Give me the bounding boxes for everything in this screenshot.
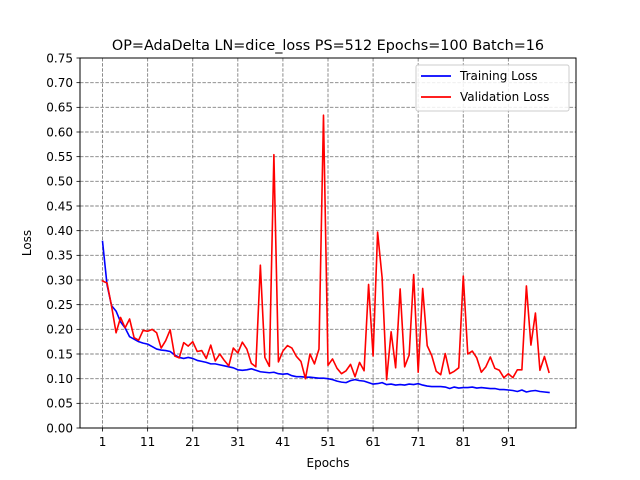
series-line-validation-loss xyxy=(101,114,550,381)
y-tick-label: 0.35 xyxy=(46,249,73,263)
legend-label-validation-loss: Validation Loss xyxy=(460,90,549,104)
y-tick-label: 0.10 xyxy=(46,372,73,386)
y-tick-label: 0.70 xyxy=(46,76,73,90)
y-tick-label: 0.00 xyxy=(46,421,73,435)
y-tick-label: 0.50 xyxy=(46,175,73,189)
y-tick-label: 0.55 xyxy=(46,150,73,164)
legend-label-training-loss: Training Loss xyxy=(459,69,537,83)
y-axis-label: Loss xyxy=(20,230,34,256)
y-tick-label: 0.15 xyxy=(46,347,73,361)
y-tick-label: 0.05 xyxy=(46,397,73,411)
x-tick-label: 91 xyxy=(501,435,516,449)
x-tick-label: 21 xyxy=(185,435,200,449)
x-tick-label: 61 xyxy=(365,435,380,449)
x-axis-label: Epochs xyxy=(307,456,350,470)
series-lines xyxy=(101,114,550,394)
x-tick-label: 11 xyxy=(140,435,155,449)
x-tick-label: 41 xyxy=(275,435,290,449)
y-tick-label: 0.45 xyxy=(46,199,73,213)
chart-title: OP=AdaDelta LN=dice_loss PS=512 Epochs=1… xyxy=(112,38,544,54)
y-tick-label: 0.65 xyxy=(46,101,73,115)
axis-ticks: 0.00 0.05 0.10 0.15 0.20 0.25 0.30 0.35 0.40 0.45… xyxy=(46,51,516,449)
legend-box xyxy=(415,64,570,112)
x-tick-label: 51 xyxy=(320,435,335,449)
y-tick-label: 0.75 xyxy=(46,51,73,65)
y-tick-label: 0.30 xyxy=(46,273,73,287)
x-tick-label: 71 xyxy=(411,435,426,449)
y-tick-label: 0.40 xyxy=(46,224,73,238)
legend: Training Loss Validation Loss xyxy=(415,64,570,112)
x-tick-label: 1 xyxy=(99,435,107,449)
grid xyxy=(80,57,576,429)
y-tick-label: 0.25 xyxy=(46,298,73,312)
x-tick-label: 81 xyxy=(456,435,471,449)
y-tick-label: 0.20 xyxy=(46,323,73,337)
x-tick-label: 31 xyxy=(230,435,245,449)
y-tick-label: 0.60 xyxy=(46,125,73,139)
